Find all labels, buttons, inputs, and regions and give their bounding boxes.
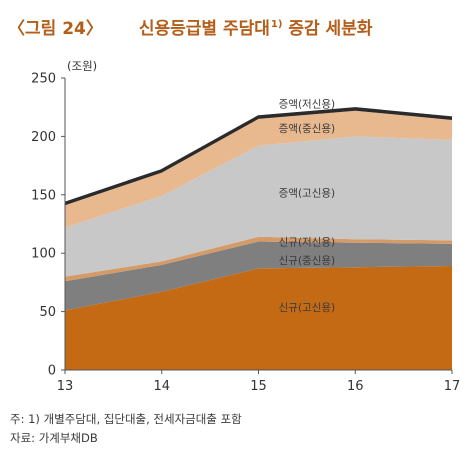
- series-labels: 신규(고신용) 신규(중신용) 신규(저신용) 증액(고신용) 증액(중신용) 증액(저신…: [279, 99, 336, 314]
- series-label: 신규(고신용): [279, 302, 336, 314]
- series-label: 증액(고신용): [279, 187, 336, 199]
- area-4: [65, 110, 452, 228]
- x-tick-label: 15: [250, 379, 267, 394]
- y-tick-label: 50: [39, 305, 56, 320]
- x-tick-label: 16: [347, 379, 364, 394]
- figure-title-footnote-mark: 1): [270, 19, 283, 31]
- area-1: [65, 241, 452, 311]
- figure-title: 〈그림 24〉 신용등급별 주담대1) 증감 세분화: [8, 14, 372, 39]
- footnote: 주: 1) 개별주담대, 집단대출, 전세자금대출 포함: [10, 412, 242, 426]
- series-label: 신규(중신용): [279, 255, 336, 267]
- unit-label: (조원): [67, 59, 97, 73]
- x-tick-label: 17: [444, 379, 461, 394]
- chart-axes: 0 50 100 150 200 250 13 14 15 16 17 (조원): [31, 59, 460, 394]
- y-tick-label: 200: [31, 130, 56, 145]
- y-tick-label: 100: [31, 247, 56, 262]
- source-note: 자료: 가계부채DB: [10, 431, 98, 445]
- series-label: 증액(중신용): [279, 123, 336, 135]
- area-2: [65, 236, 452, 282]
- x-tick-label: 13: [57, 379, 74, 394]
- x-tick-label: 14: [153, 379, 170, 394]
- y-tick-label: 0: [48, 364, 56, 379]
- total-line: [64, 107, 453, 205]
- y-tick-label: 250: [31, 72, 56, 87]
- figure-title-suffix: 증감 세분화: [282, 19, 373, 39]
- area-3: [65, 136, 452, 277]
- figure-number: 〈그림 24〉: [8, 19, 103, 39]
- area-layers: [64, 107, 453, 370]
- y-tick-label: 150: [31, 188, 56, 203]
- series-label: 신규(저신용): [279, 237, 336, 249]
- figure-title-text: 신용등급별 주담대: [138, 19, 270, 39]
- series-label: 증액(저신용): [279, 99, 336, 111]
- area-0: [65, 266, 452, 370]
